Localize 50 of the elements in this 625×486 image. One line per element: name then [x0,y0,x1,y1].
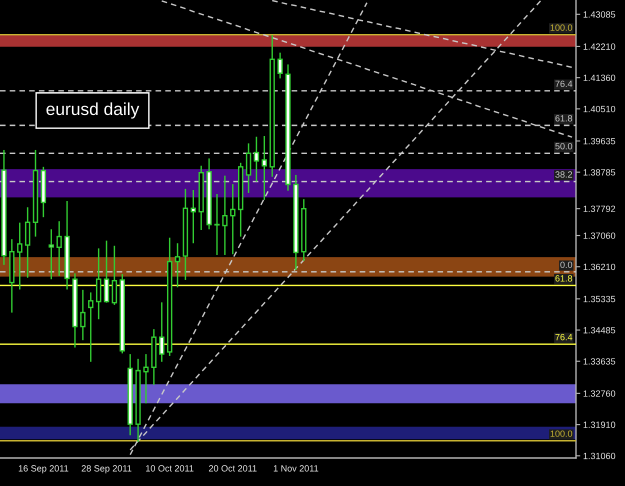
x-tick-label: 20 Oct 2011 [208,465,257,472]
candlestick [24,206,30,278]
y-tick-label: 1.40510 [584,106,616,112]
annotation: 61.8 [555,115,572,122]
y-tick-label: 1.37060 [584,232,616,239]
candlestick [17,222,22,290]
candlestick [143,353,149,404]
candlestick [222,174,228,256]
annotation: 61.8 [555,275,572,282]
y-tick-label: 1.43085 [584,11,616,18]
y-tick-label: 1.31060 [584,452,616,460]
candlestick [214,193,220,256]
y-tick-label: 1.42210 [584,43,616,50]
y-tick-label: 1.39635 [584,138,616,144]
y-tick-label: 1.41360 [584,74,616,82]
candlestick [230,183,236,255]
y-tick-label: 1.36210 [584,264,616,270]
annotation: 76.4 [555,80,572,87]
x-tick-label: 10 Oct 2011 [146,465,194,472]
candlestick [262,135,267,201]
annotation: 38.2 [555,171,572,178]
x-tick-label: 28 Sep 2011 [82,465,132,474]
candlestick [246,142,252,194]
x-tick-label: 16 Sep 2011 [18,465,68,474]
candlestick [104,240,110,304]
text: eurusd daily [46,102,140,119]
candlestick [159,302,164,363]
annotation: 100.0 [550,24,572,31]
y-tick-label: 1.35335 [584,296,616,302]
candlestick [174,242,180,288]
candlestick [190,189,196,244]
x-tick-label: 1 Nov 2011 [274,465,318,472]
y-tick-label: 1.34485 [584,327,616,334]
annotation: 76.4 [555,334,572,340]
candlestick [48,228,54,280]
candlestick [96,248,102,320]
annotation: 100.0 [550,430,572,437]
y-tick-label: 1.33635 [584,358,616,365]
y-tick-label: 1.37792 [584,206,616,212]
candlestick [112,245,118,306]
candlestick [56,220,62,277]
annotation: 0.0 [560,262,572,268]
candlestick [88,292,94,363]
candlestick [254,136,260,182]
y-tick-label: 1.38785 [584,169,616,176]
annotation: 50.0 [555,143,572,150]
candlestick [80,289,86,341]
candlestick [277,52,283,80]
y-tick-label: 1.32760 [584,390,616,397]
y-tick-label: 1.31910 [584,422,616,428]
